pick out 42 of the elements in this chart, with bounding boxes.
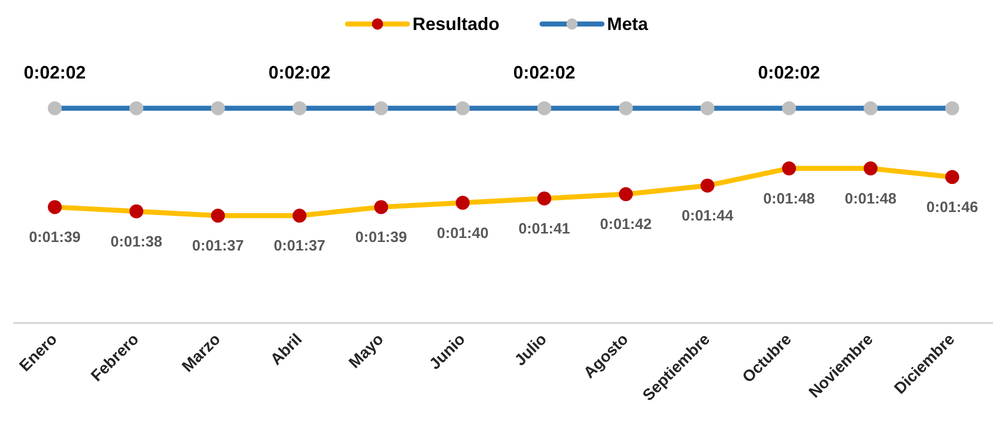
point xyxy=(618,187,633,202)
point xyxy=(210,208,225,223)
legend-label: Meta xyxy=(607,14,649,34)
data-label: 0:02:02 xyxy=(268,62,331,82)
data-label: 0:02:02 xyxy=(758,62,820,82)
data-label: 0:01:37 xyxy=(192,238,244,255)
data-label: 0:01:48 xyxy=(844,190,896,208)
point xyxy=(210,101,225,116)
point xyxy=(292,208,307,223)
point xyxy=(374,101,388,116)
data-label: 0:01:44 xyxy=(682,208,734,225)
data-label: 0:01:39 xyxy=(355,229,407,246)
point xyxy=(864,161,878,176)
legend-label: Resultado xyxy=(412,14,500,34)
point xyxy=(945,101,960,116)
point xyxy=(945,170,960,184)
data-label: 0:01:48 xyxy=(763,190,815,208)
data-label: 0:01:41 xyxy=(518,220,570,238)
data-label: 0:01:42 xyxy=(600,216,652,234)
point xyxy=(374,200,388,214)
point xyxy=(129,101,144,116)
point xyxy=(129,204,144,218)
point xyxy=(864,101,878,116)
data-label: 0:01:40 xyxy=(436,224,489,242)
point xyxy=(782,161,796,176)
point xyxy=(48,101,62,116)
point xyxy=(700,101,714,116)
point xyxy=(782,101,796,116)
data-label: 0:01:39 xyxy=(28,229,81,246)
point xyxy=(537,191,552,206)
point xyxy=(48,200,62,214)
data-label: 0:02:02 xyxy=(513,62,576,82)
data-label: 0:02:02 xyxy=(24,62,86,82)
data-label: 0:01:46 xyxy=(926,199,978,216)
point xyxy=(292,101,307,116)
point xyxy=(537,101,552,116)
point xyxy=(700,178,714,193)
point xyxy=(618,101,633,116)
data-label: 0:01:37 xyxy=(274,238,326,255)
data-label: 0:01:38 xyxy=(110,233,162,250)
point xyxy=(456,101,470,116)
point xyxy=(456,196,470,210)
